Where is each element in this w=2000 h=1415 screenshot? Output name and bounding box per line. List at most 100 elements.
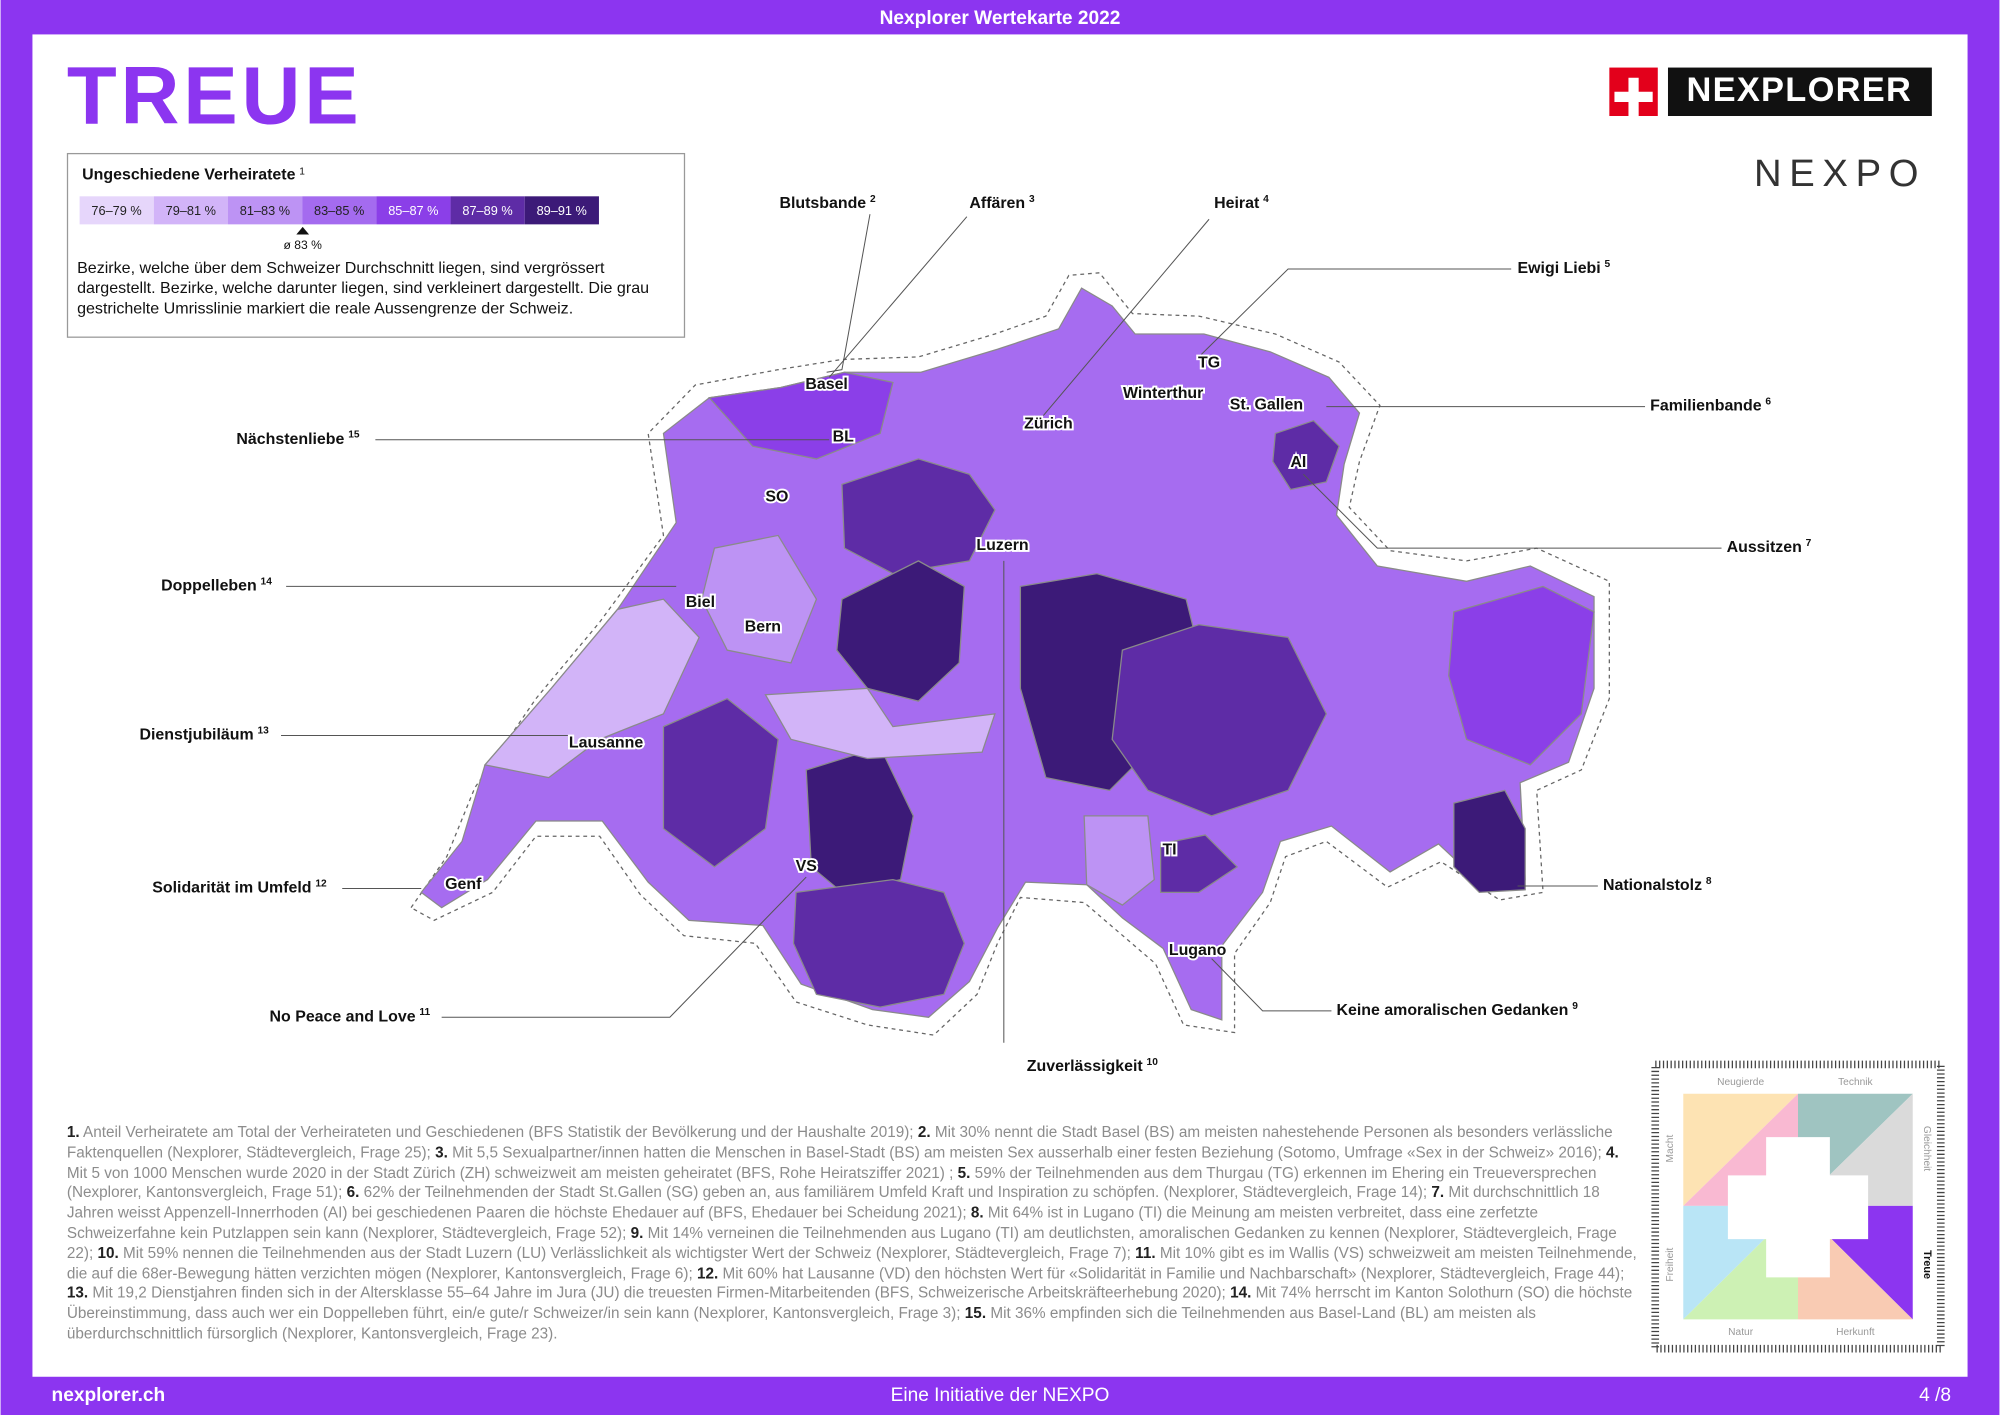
real-border [410, 272, 1610, 1036]
footnote-text: Mit 5,5 Sexualpartner/innen hatten die M… [452, 1143, 1602, 1162]
footnote-number: 4. [1605, 1143, 1619, 1162]
legend-classes: 76–79 % 79–81 % 81–83 % 83–85 % 85–87 % 87–89… [79, 196, 599, 252]
diagram-label: Herkunft [1836, 1327, 1875, 1338]
city-label: TI [1162, 841, 1176, 858]
footnote-number: 5. [957, 1163, 971, 1182]
callout-line [828, 216, 968, 378]
city-label: St. Gallen [1230, 397, 1303, 414]
city-label: BL [833, 428, 854, 445]
district [483, 598, 700, 779]
callout-note: 10 [1147, 1057, 1159, 1068]
callout-note: 6 [1765, 396, 1771, 407]
nexpo-logo: NEXPO [1754, 152, 1926, 195]
footnote-text: Mit 59% nennen die Teilnehmenden aus der… [123, 1243, 1131, 1262]
diagram-label: Technik [1838, 1077, 1873, 1088]
callout-label: Dienstjubiläum 13 [140, 725, 270, 744]
district [1083, 815, 1155, 906]
callout-line [1201, 268, 1512, 355]
legend-swatch [450, 196, 525, 225]
legend-class-label: 85–87 % [388, 203, 438, 218]
callout-line [441, 876, 807, 1018]
footnote-text: Mit 19,2 Dienstjahren finden sich in der… [92, 1284, 1226, 1303]
legend-class-label: 87–89 % [462, 203, 512, 218]
footnote-text: Anteil Verheiratete am Total der Verheir… [83, 1123, 914, 1141]
diagram-label: Freiheit [1665, 1247, 1676, 1281]
callout-label: Nächstenliebe 15 [236, 429, 359, 448]
callout-line [1042, 218, 1210, 416]
logo-box [1667, 67, 1932, 117]
footnote-number: 12. [696, 1264, 719, 1282]
city-label: Lugano [1169, 942, 1227, 959]
footnote-number: 9. [630, 1223, 644, 1242]
footnote-number: 8. [970, 1203, 984, 1222]
callout-note: 14 [261, 576, 273, 587]
district [841, 458, 996, 575]
legend-class-label: 89–91 % [537, 203, 587, 218]
legend-class-label: 79–81 % [166, 203, 216, 218]
city-label: Basel [805, 376, 848, 393]
average-label: ø 83 % [284, 238, 323, 252]
diagram-label: Gleichheit [1921, 1126, 1932, 1171]
footnote-text: Mit 10% gibt es im Wallis (VS) schweizwe… [66, 1243, 1637, 1282]
diagram-label: Neugierde [1717, 1077, 1764, 1088]
callout-label: Aussitzen 7 [1727, 538, 1812, 557]
callout-note: 2 [870, 194, 876, 205]
legend-title-text: Ungeschiedene Verheiratete [82, 167, 295, 184]
footer-left[interactable]: nexplorer.ch [52, 1385, 166, 1406]
district [1453, 789, 1526, 893]
district [708, 371, 894, 460]
diagram-sector [1683, 1205, 1799, 1320]
callout-text: Affären [969, 195, 1025, 212]
callout-label: Ewigi Liebi 5 [1518, 259, 1611, 278]
legend-class-label: 76–79 % [91, 203, 141, 218]
top-bar-text: Nexplorer Wertekarte 2022 [880, 8, 1121, 29]
city-label: VS [796, 858, 817, 875]
legend-title: Ungeschiedene Verheiratete 1 [82, 167, 305, 184]
page-number: 4 /8 [1919, 1385, 1951, 1406]
diagram-cross [1727, 1137, 1869, 1278]
callout-text: Blutsbande [779, 195, 866, 212]
footnote-number: 13. [66, 1284, 89, 1303]
callout-label: Nationalstolz 8 [1603, 876, 1712, 895]
callout-note: 8 [1706, 876, 1712, 887]
legend-description: Bezirke, welche über dem Schweizer Durch… [77, 258, 650, 318]
footer-center: Eine Initiative der NEXPO [891, 1385, 1110, 1406]
callout-label: Heirat 4 [1214, 194, 1269, 213]
callout-line [826, 214, 871, 373]
footnote-text: Mit 60% hat Lausanne (VD) den höchsten W… [722, 1264, 1625, 1282]
district [701, 534, 818, 664]
callout-note: 13 [257, 725, 269, 736]
district [764, 687, 996, 760]
callout-label: No Peace and Love 11 [270, 1007, 431, 1026]
city-label: SO [765, 488, 788, 505]
diagram-label: Treue [1921, 1250, 1933, 1279]
district [1159, 834, 1239, 893]
callout-text: Aussitzen [1727, 539, 1802, 556]
callout-note: 7 [1806, 538, 1812, 549]
footnote-text: Mit 74% herrscht im Kanton Solothurn (SO… [66, 1284, 1633, 1323]
footnote-text: Mit 30% nennt die Stadt Basel (BS) am me… [66, 1123, 1613, 1162]
callout-text: Dienstjubiläum [140, 727, 254, 744]
callout-line [1303, 473, 1722, 549]
footnote-text: Mit 36% empfinden sich die Teilnehmenden… [66, 1304, 1536, 1343]
callout-label: Zuverlässigkeit 10 [1027, 1057, 1158, 1076]
callout-note: 11 [419, 1007, 430, 1018]
callout-label: Familienbande 6 [1650, 396, 1771, 415]
footnote-text: Mit 64% ist in Lugano (TI) die Meinung a… [66, 1203, 1539, 1242]
city-label: Lausanne [569, 734, 643, 751]
footnote-number: 10. [97, 1243, 119, 1262]
diagram-label: Macht [1665, 1135, 1676, 1163]
city-label: Biel [686, 594, 715, 611]
callout-label: Keine amoralischen Gedanken 9 [1337, 1000, 1579, 1019]
diagram-sector [1798, 1205, 1913, 1320]
district [836, 560, 965, 702]
legend-swatch [227, 196, 303, 225]
callout-note: 15 [348, 429, 360, 440]
callout-text: Zuverlässigkeit [1027, 1058, 1144, 1075]
city-label: Genf [445, 876, 482, 893]
callout-text: Nächstenliebe [236, 431, 344, 448]
callout-note: 9 [1572, 1000, 1578, 1011]
footnote-number: 15. [964, 1304, 987, 1323]
callout-note: 5 [1605, 259, 1611, 270]
